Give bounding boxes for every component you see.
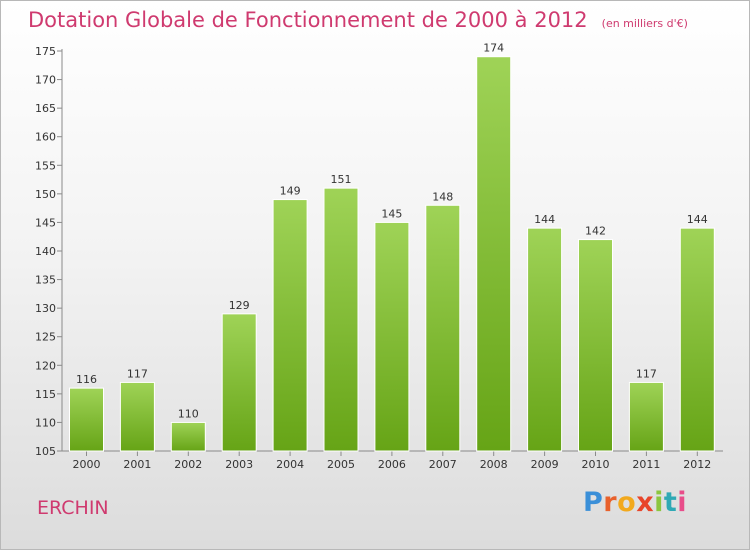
x-tick-label: 2006 xyxy=(378,458,406,471)
bar xyxy=(69,387,104,452)
y-tick-label: 155 xyxy=(35,159,56,172)
data-label: 116 xyxy=(76,373,97,386)
x-tick-label: 2008 xyxy=(480,458,508,471)
data-label: 145 xyxy=(381,207,402,220)
x-tick-label: 2004 xyxy=(276,458,304,471)
bar xyxy=(425,204,461,452)
chart-subtitle: (en milliers d'€) xyxy=(601,17,688,30)
data-label: 129 xyxy=(229,299,250,312)
bar xyxy=(170,421,206,452)
data-label: 144 xyxy=(687,213,708,226)
x-tick-label: 2003 xyxy=(225,458,253,471)
axis-layer: 105 110 115 120 125 130 135 140 145 150 155 160 165 1… xyxy=(35,45,723,458)
y-tick-label: 125 xyxy=(35,331,56,344)
logo-letter: o xyxy=(617,487,637,518)
place-name: ERCHIN xyxy=(37,497,109,519)
y-tick-label: 105 xyxy=(35,445,56,458)
proxiti-logo[interactable]: Proxiti xyxy=(583,487,687,518)
data-label: 117 xyxy=(636,367,657,380)
logo-letter: P xyxy=(583,487,604,518)
data-label: 144 xyxy=(534,213,555,226)
logo-letter: i xyxy=(654,487,664,518)
x-tick-label: 2002 xyxy=(174,458,202,471)
data-label: 142 xyxy=(585,225,606,238)
bar xyxy=(374,221,410,452)
data-label: 117 xyxy=(127,367,148,380)
y-tick-label: 140 xyxy=(35,245,56,258)
bar xyxy=(679,227,715,452)
data-label: 174 xyxy=(483,42,504,55)
y-tick-label: 115 xyxy=(35,388,56,401)
x-tick-label: 2012 xyxy=(683,458,711,471)
x-tick-label: 2010 xyxy=(582,458,610,471)
label-layer: 116 2000 117 2001 110 2002 129 2003 149 2004 151 20… xyxy=(73,42,712,471)
x-tick-label: 2011 xyxy=(632,458,660,471)
logo-letter: x xyxy=(636,487,655,518)
y-tick-label: 150 xyxy=(35,188,56,201)
y-tick-label: 135 xyxy=(35,274,56,287)
chart-title: Dotation Globale de Fonctionnement de 20… xyxy=(28,8,688,32)
y-tick-label: 145 xyxy=(35,216,56,229)
y-tick-label: 120 xyxy=(35,359,56,372)
logo-letter: t xyxy=(663,487,678,518)
data-label: 149 xyxy=(280,185,301,198)
logo-letter: i xyxy=(677,487,688,518)
bar xyxy=(119,381,155,452)
y-tick-label: 130 xyxy=(35,302,56,315)
y-tick-label: 170 xyxy=(35,74,56,87)
data-label: 151 xyxy=(331,173,352,186)
title-text: Dotation Globale de Fonctionnement de 20… xyxy=(28,8,588,32)
bar xyxy=(527,227,563,452)
y-tick-label: 110 xyxy=(35,416,56,429)
x-tick-label: 2001 xyxy=(123,458,151,471)
y-tick-label: 165 xyxy=(35,102,56,115)
bar xyxy=(476,56,512,452)
data-label: 110 xyxy=(178,407,199,420)
data-label: 148 xyxy=(432,190,453,203)
x-tick-label: 2007 xyxy=(429,458,457,471)
bar xyxy=(628,381,664,452)
bar xyxy=(221,313,257,452)
bar-layer xyxy=(69,56,715,452)
x-tick-label: 2000 xyxy=(73,458,101,471)
y-tick-label: 175 xyxy=(35,45,56,58)
y-tick-label: 160 xyxy=(35,131,56,144)
bar xyxy=(323,187,359,452)
logo-letter: r xyxy=(603,487,618,518)
x-tick-label: 2005 xyxy=(327,458,355,471)
bar xyxy=(272,199,308,452)
bar xyxy=(578,239,613,452)
x-tick-label: 2009 xyxy=(531,458,559,471)
